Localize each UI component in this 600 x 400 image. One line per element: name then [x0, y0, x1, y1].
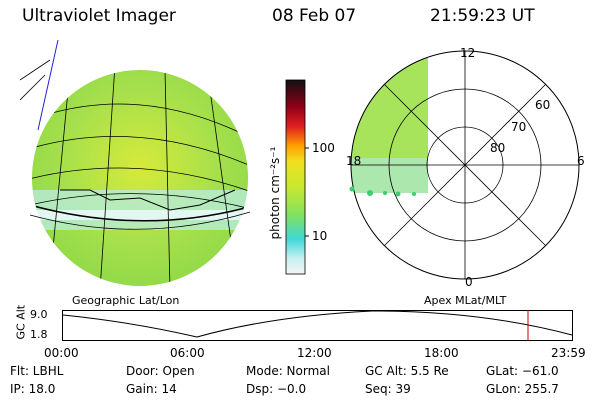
apex-label: Apex MLat/MLT — [424, 294, 507, 307]
altitude-plot — [62, 310, 573, 341]
earth-disk — [32, 70, 248, 286]
info-gain: Gain: 14 — [126, 382, 177, 396]
alt-xtick-2: 12:00 — [297, 346, 332, 360]
colorbar-unit-label: photon cm⁻²s⁻¹ — [268, 146, 282, 240]
date-label: 08 Feb 07 — [272, 6, 357, 26]
instrument-title: Ultraviolet Imager — [22, 6, 176, 26]
info-glon: GLon: 255.7 — [486, 382, 559, 396]
lat-label-80: 80 — [490, 141, 506, 155]
polar-plot — [349, 50, 580, 280]
alt-xtick-1: 06:00 — [170, 346, 205, 360]
altitude-curve — [62, 310, 573, 338]
info-dsp: Dsp: −0.0 — [246, 382, 307, 396]
colorbar-tick-100: 100 — [312, 141, 335, 155]
alt-ytick-9: 9.0 — [30, 308, 48, 321]
terminator-line — [37, 40, 59, 131]
alt-xtick-0: 00:00 — [44, 346, 79, 360]
lat-label-60: 60 — [535, 98, 551, 112]
mlt-label-18: 18 — [346, 154, 362, 168]
info-ip: IP: 18.0 — [10, 382, 56, 396]
info-seq: Seq: 39 — [365, 382, 411, 396]
info-glat: GLat: −61.0 — [486, 364, 559, 378]
geographic-image — [20, 40, 251, 286]
time-label: 21:59:23 UT — [430, 6, 535, 26]
colorbar-tick-10: 10 — [312, 229, 328, 243]
alt-xtick-3: 18:00 — [424, 346, 459, 360]
info-mode: Mode: Normal — [246, 364, 330, 378]
info-gcalt: GC Alt: 5.5 Re — [365, 364, 449, 378]
mlt-label-6: 6 — [577, 154, 585, 168]
info-door: Door: Open — [126, 364, 195, 378]
mlt-label-12: 12 — [460, 46, 476, 60]
geographic-label: Geographic Lat/Lon — [72, 294, 180, 307]
alt-ylabel: GC Alt — [14, 304, 28, 340]
alt-ytick-1: 1.8 — [30, 328, 48, 341]
info-flt: Flt: LBHL — [10, 364, 64, 378]
colorbar — [285, 79, 309, 275]
alt-xtick-4: 23:59 — [551, 346, 586, 360]
mlt-label-0: 0 — [465, 275, 473, 289]
lat-label-70: 70 — [511, 120, 527, 134]
